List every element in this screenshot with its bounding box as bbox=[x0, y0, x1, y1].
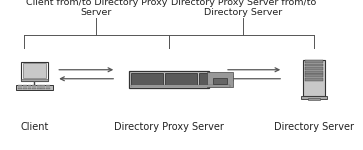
Bar bbox=[131, 85, 231, 87]
Bar bbox=[129, 71, 209, 88]
Bar bbox=[305, 74, 323, 77]
Bar bbox=[32, 85, 36, 86]
Text: Directory Proxy Server: Directory Proxy Server bbox=[114, 122, 224, 132]
Bar bbox=[303, 60, 325, 96]
Bar bbox=[41, 85, 45, 86]
Bar bbox=[28, 88, 32, 89]
Bar bbox=[23, 85, 27, 86]
Bar bbox=[305, 60, 323, 63]
Text: Directory Server: Directory Server bbox=[274, 122, 354, 132]
Bar bbox=[207, 72, 233, 87]
Bar bbox=[305, 71, 323, 74]
Bar bbox=[131, 73, 163, 86]
Bar bbox=[199, 73, 231, 86]
Bar bbox=[46, 88, 50, 89]
Bar bbox=[21, 61, 48, 81]
Bar bbox=[41, 88, 45, 89]
Bar bbox=[37, 88, 41, 89]
Text: Client from/to Directory Proxy
Server: Client from/to Directory Proxy Server bbox=[25, 0, 167, 17]
Bar bbox=[18, 88, 22, 89]
Bar bbox=[37, 85, 41, 86]
Bar bbox=[16, 85, 53, 90]
Bar bbox=[301, 96, 327, 99]
Bar bbox=[21, 79, 48, 81]
Bar bbox=[28, 85, 32, 86]
Bar bbox=[165, 73, 197, 86]
Bar bbox=[23, 63, 46, 78]
Bar bbox=[305, 67, 323, 70]
Text: Directory Proxy Server from/to
Directory Server: Directory Proxy Server from/to Directory… bbox=[171, 0, 316, 17]
Bar bbox=[18, 85, 22, 86]
Bar bbox=[46, 85, 50, 86]
Bar bbox=[32, 88, 36, 89]
Text: Client: Client bbox=[20, 122, 49, 132]
Bar bbox=[308, 98, 320, 100]
Bar bbox=[213, 78, 227, 84]
Bar bbox=[305, 64, 323, 66]
Bar bbox=[305, 78, 323, 81]
Bar bbox=[23, 88, 27, 89]
